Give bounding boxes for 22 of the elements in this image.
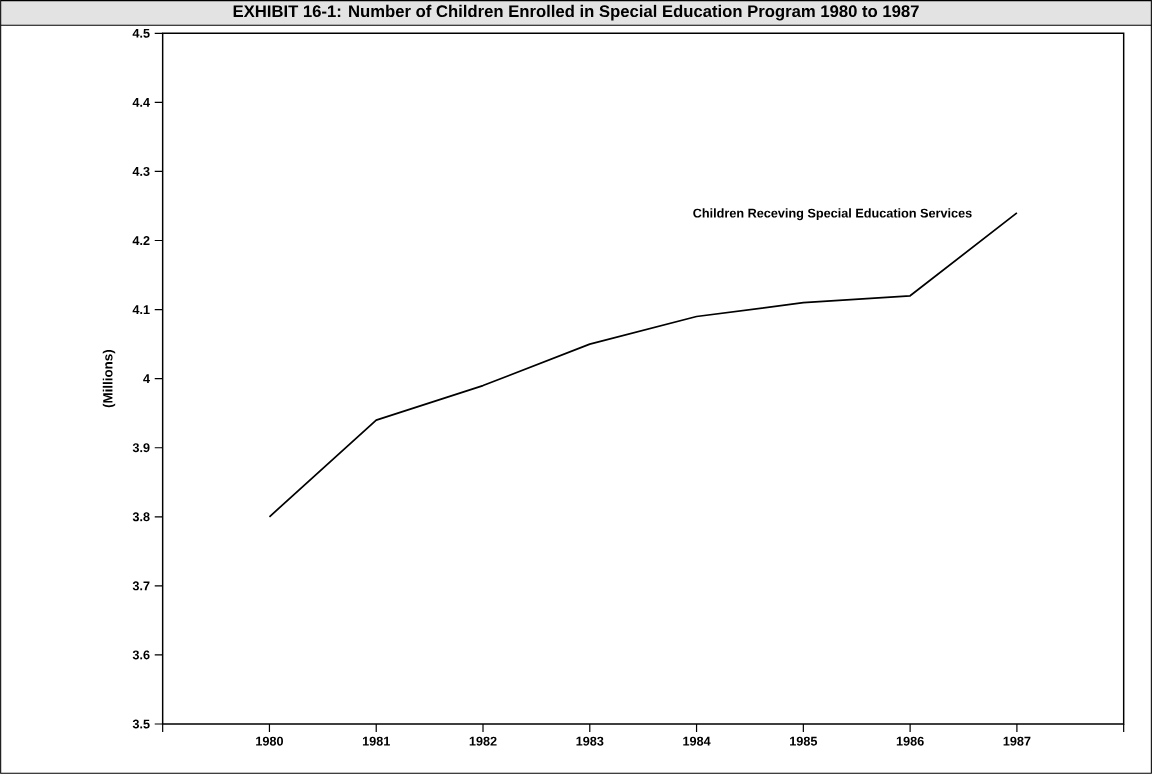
series-label: Children Receving Special Education Services (693, 208, 972, 221)
x-tick-label: 1984 (683, 736, 711, 746)
y-tick-label: 3.8 (132, 512, 150, 522)
x-tick-label: 1987 (1003, 736, 1031, 746)
y-tick-label: 4.5 (132, 28, 150, 38)
y-tick-label: 3.7 (132, 581, 150, 591)
y-tick-label: 4.3 (132, 166, 150, 176)
y-tick-label: 4.4 (132, 98, 150, 107)
x-tick-label: 1981 (362, 736, 390, 746)
y-tick-label: 3.5 (132, 719, 150, 729)
x-tick-label: 1983 (576, 736, 604, 746)
y-axis-title: (Millions) (102, 350, 116, 408)
y-tick-label: 3.6 (132, 650, 150, 660)
x-tick-label: 1986 (896, 736, 924, 746)
y-tick-label: 4.2 (132, 236, 150, 245)
chart-title: EXHIBIT 16-1: Number of Children Enrolled in Special Education Program 1980 to 1987 (233, 4, 919, 21)
x-tick-label: 1982 (469, 736, 497, 746)
x-tick-label: 1980 (256, 736, 284, 746)
y-tick-label: 3.9 (132, 443, 150, 453)
y-tick-label: 4 (143, 374, 150, 384)
y-tick-label: 4.1 (132, 305, 150, 314)
x-tick-label: 1985 (790, 736, 818, 746)
